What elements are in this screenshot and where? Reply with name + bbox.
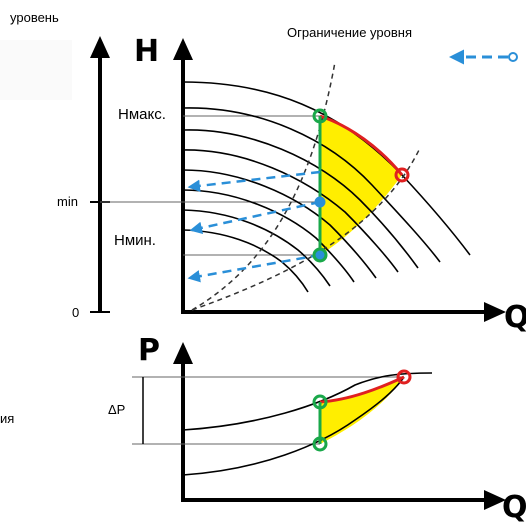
- marker-green-top: [312, 108, 328, 124]
- power-marker-red: [396, 369, 412, 385]
- h-axis-label: H: [134, 34, 160, 69]
- power-marker-green-top: [312, 394, 328, 410]
- q-axis-bottom-arrowhead: [484, 490, 506, 510]
- q-axis-bottom-label: Q: [502, 490, 526, 525]
- zero-label: 0: [72, 305, 80, 320]
- q-axis-top-label: Q: [504, 300, 526, 335]
- blue-arrow: [187, 253, 321, 283]
- level-limit-label: Ограничение уровня: [287, 25, 412, 40]
- marker-green-bottom: [312, 247, 328, 263]
- system-curve: [191, 147, 421, 311]
- p-axis-arrowhead: [173, 342, 193, 364]
- h-axis-arrowhead: [173, 38, 193, 60]
- pump-curve: [182, 169, 377, 279]
- power-marker-green-bottom: [312, 436, 328, 452]
- pump-curve: [182, 129, 419, 269]
- pump-curve: [182, 107, 441, 263]
- pump-curve: [182, 229, 309, 293]
- marker-blue-mid: [314, 196, 326, 208]
- q-axis-top-arrowhead: [484, 302, 506, 322]
- legend-blue-marker: [508, 52, 518, 62]
- legend-fragment: [0, 40, 72, 100]
- min-label: min: [57, 194, 78, 209]
- pump-curve: [182, 209, 331, 287]
- delta-p-label: ΔP: [106, 402, 128, 417]
- blue-arrow: [187, 170, 321, 193]
- pump-curve: [182, 149, 399, 273]
- power-area-fill: [320, 377, 404, 444]
- pump-curve: [182, 189, 355, 283]
- p-axis-label: P: [138, 333, 160, 368]
- marker-red: [394, 167, 410, 183]
- max-curve-red: [319, 114, 404, 176]
- blue-arrow: [189, 200, 321, 234]
- power-curve: [182, 376, 405, 476]
- level-scale-arrowhead: [90, 36, 110, 58]
- power-red-curve: [319, 375, 405, 404]
- hmin-label: Нмин.: [112, 232, 158, 249]
- top-left-label: уровень: [10, 10, 59, 25]
- operating-area-fill: [320, 116, 402, 255]
- hmax-label: Нмакс.: [116, 106, 168, 123]
- left-cut-label: ия: [0, 411, 15, 426]
